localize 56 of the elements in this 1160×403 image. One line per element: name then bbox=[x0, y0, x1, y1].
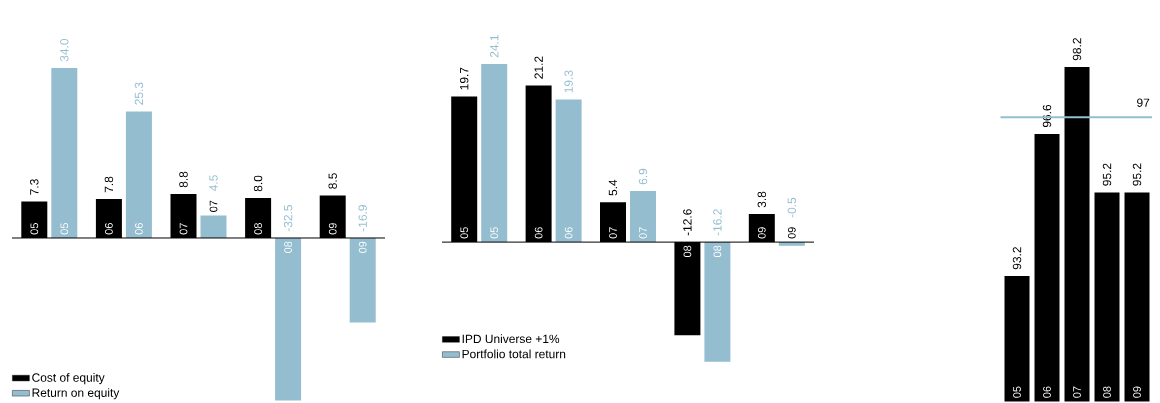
x-tick-label: 06 bbox=[534, 227, 543, 239]
data-label: -16.2 bbox=[713, 209, 722, 236]
data-label: 6.9 bbox=[638, 168, 648, 185]
legend-label: Cost of equity bbox=[32, 373, 105, 385]
category-label: 08 bbox=[284, 241, 292, 253]
data-label: 3.8 bbox=[757, 191, 767, 208]
data-label: 8.5 bbox=[328, 173, 337, 189]
bar bbox=[275, 238, 302, 401]
data-label: 95.2 bbox=[1102, 163, 1112, 186]
data-label: 7.8 bbox=[104, 176, 114, 193]
x-tick-label: 07 bbox=[1073, 386, 1081, 398]
x-tick-label: 07 bbox=[179, 223, 188, 235]
data-label: -32.5 bbox=[283, 205, 293, 232]
x-tick-label: 09 bbox=[1133, 386, 1141, 398]
x-tick-label: 05 bbox=[1013, 386, 1021, 398]
data-label: 7.3 bbox=[30, 179, 39, 195]
data-label: 25.3 bbox=[134, 82, 144, 105]
category-label: 09 bbox=[358, 241, 367, 253]
category-label: 08 bbox=[713, 245, 722, 258]
x-tick-label: 06 bbox=[105, 223, 113, 235]
x-tick-label: 07 bbox=[609, 227, 617, 239]
x-tick-label: 09 bbox=[757, 227, 766, 239]
data-label: 5.4 bbox=[608, 179, 618, 196]
bar bbox=[200, 215, 227, 238]
ref-line-label: 97 bbox=[1137, 98, 1150, 107]
data-label: -0.5 bbox=[787, 197, 797, 218]
bar bbox=[349, 238, 376, 323]
x-tick-label: 08 bbox=[254, 223, 262, 235]
bar bbox=[51, 68, 78, 238]
x-tick-label: 06 bbox=[1043, 386, 1051, 398]
data-label: 19.3 bbox=[564, 70, 573, 93]
legend-label: Portfolio total return bbox=[462, 349, 566, 359]
data-label: 98.2 bbox=[1072, 38, 1082, 61]
legend-label: Return on equity bbox=[32, 388, 120, 400]
data-label: -16.9 bbox=[358, 205, 367, 232]
data-label: 8.8 bbox=[179, 171, 188, 188]
bar bbox=[125, 111, 152, 238]
data-label: 24.1 bbox=[490, 35, 499, 58]
bar bbox=[555, 99, 582, 243]
bar bbox=[704, 242, 731, 362]
bar bbox=[481, 63, 508, 243]
data-label: 95.2 bbox=[1132, 163, 1142, 186]
bar bbox=[630, 191, 657, 243]
data-label: 93.2 bbox=[1012, 247, 1022, 270]
data-label: 8.0 bbox=[253, 175, 263, 192]
legend-label: IPD Universe +1% bbox=[462, 334, 560, 344]
x-tick-label: 08 bbox=[1103, 386, 1111, 398]
x-tick-label: 05 bbox=[30, 223, 39, 235]
data-label: 21.2 bbox=[534, 56, 543, 79]
data-label: 34.0 bbox=[60, 38, 69, 62]
category-label: 07 bbox=[209, 200, 218, 212]
x-tick-label: 09 bbox=[328, 223, 337, 235]
data-label: 19.7 bbox=[459, 67, 469, 90]
data-label: -12.6 bbox=[683, 209, 692, 236]
x-tick-label: 05 bbox=[460, 227, 469, 239]
data-label: 4.5 bbox=[209, 175, 218, 192]
